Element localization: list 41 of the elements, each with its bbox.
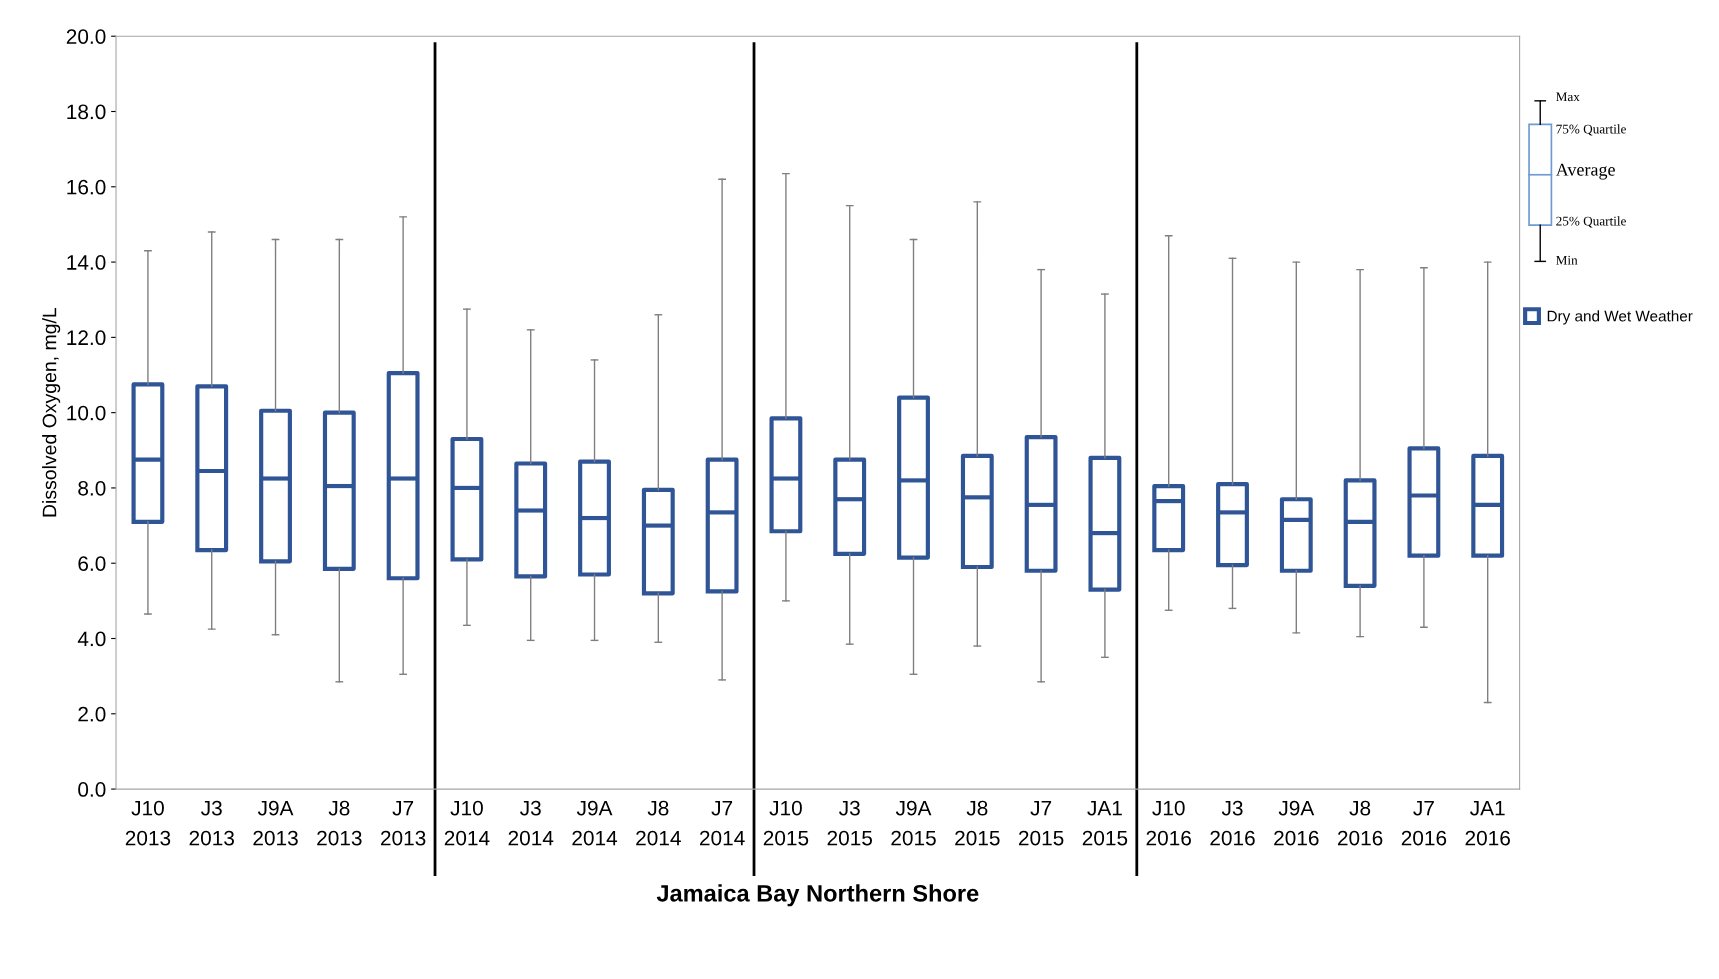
x-tick-label: J7 2015: [1018, 800, 1064, 846]
x-tick-label: J7 2014: [699, 800, 745, 846]
x-tick-label: J10 2016: [1146, 800, 1191, 846]
x-tick-label: J10 2014: [444, 800, 490, 846]
y-tick-label: 10.0: [67, 405, 106, 421]
x-tick-label: J10 2013: [125, 800, 171, 846]
text: Average: [1555, 163, 1615, 180]
text: 25% Quartile: [1556, 216, 1626, 228]
x-axis-title: Jamaica Bay Northern Shore: [656, 884, 979, 907]
x-tick-label: JA1 2015: [1082, 800, 1128, 846]
y-tick-label: 12.0: [67, 330, 106, 346]
y-tick-label: 20.0: [66, 29, 106, 44]
y-tick-label: 18.0: [67, 104, 106, 120]
x-tick-label: J8 2013: [317, 800, 362, 846]
x-tick-label: J8 2014: [636, 800, 681, 846]
text: Min: [1556, 255, 1578, 265]
text: Max: [1556, 92, 1580, 102]
y-axis-title: Dissolved Oxygen, mg/L: [42, 307, 61, 517]
text: 75% Quartile: [1556, 124, 1626, 136]
x-tick-label: J7 2016: [1401, 800, 1447, 846]
y-tick-label: 6.0: [78, 556, 106, 571]
x-tick-label: J7 2013: [381, 800, 426, 846]
x-tick-label: J9A 2014: [572, 800, 618, 846]
x-tick-label: J3 2013: [189, 800, 234, 846]
y-tick-label: 0.0: [78, 782, 106, 797]
x-tick-label: J8 2016: [1337, 800, 1383, 846]
y-tick-label: 4.0: [77, 631, 106, 647]
x-tick-label: J3 2014: [508, 800, 554, 846]
x-tick-label: J8 2015: [955, 800, 1000, 846]
x-tick-label: J9A 2015: [891, 800, 936, 846]
y-tick-label: 14.0: [67, 255, 106, 270]
x-tick-label: J9A 2013: [253, 800, 298, 846]
x-tick-label: J3 2015: [827, 800, 873, 846]
x-tick-label: J10 2015: [763, 800, 809, 846]
x-tick-label: JA1 2016: [1465, 800, 1510, 846]
y-tick-label: 16.0: [67, 179, 106, 195]
y-tick-label: 2.0: [78, 706, 106, 722]
x-tick-label: J9A 2016: [1274, 800, 1319, 846]
y-tick-label: 8.0: [78, 480, 106, 496]
x-tick-label: J3 2016: [1210, 800, 1255, 846]
legend-label: Dry and Wet Weather: [1547, 310, 1693, 325]
